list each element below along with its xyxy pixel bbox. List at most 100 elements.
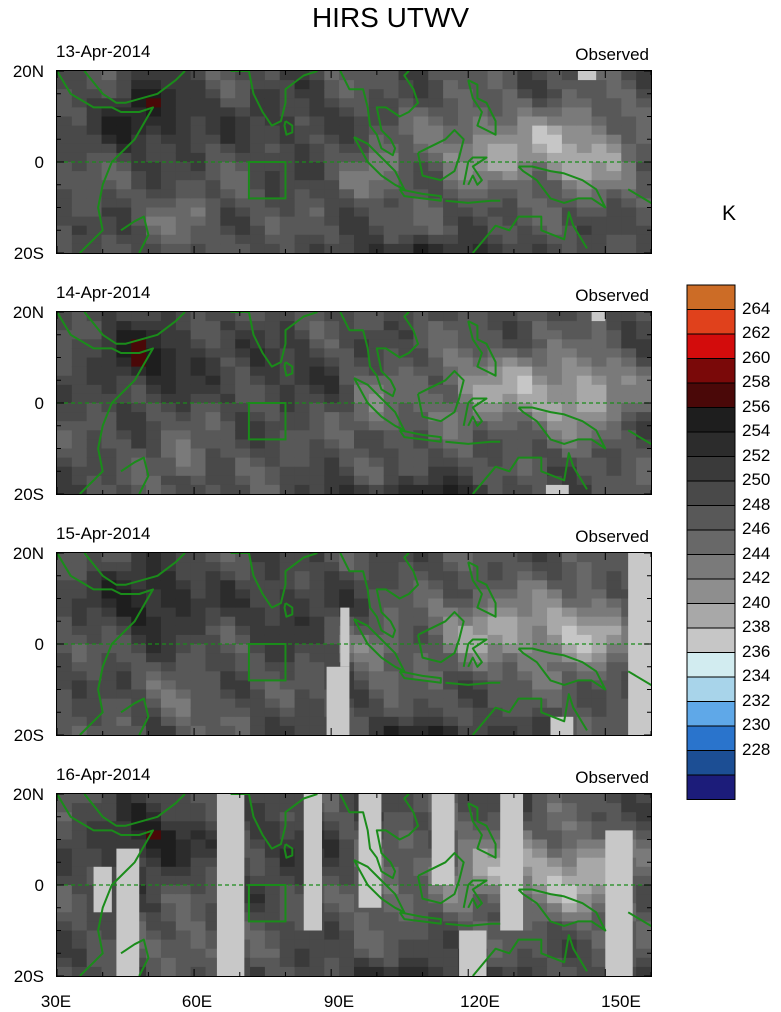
panel-date: 13-Apr-2014 — [56, 42, 151, 61]
colorbar-swatch — [686, 701, 736, 727]
coastline — [462, 397, 488, 427]
coastline — [398, 429, 442, 443]
colorbar-swatch — [686, 725, 736, 751]
coastline — [445, 922, 501, 927]
panel-status: Observed — [575, 45, 649, 64]
lat-label: 20N — [12, 303, 44, 322]
coastline — [517, 406, 607, 450]
colorbar-label: 244 — [742, 543, 771, 563]
colorbar-label: 238 — [742, 617, 771, 636]
coastline — [627, 911, 651, 928]
missing-data-region — [431, 794, 455, 885]
coastline — [339, 794, 419, 880]
map-panel — [56, 311, 652, 495]
coastline — [417, 852, 465, 905]
colorbar-swatch — [686, 603, 736, 629]
missing-data-region — [577, 71, 597, 81]
missing-data-region — [500, 794, 524, 931]
colorbar-swatch — [686, 407, 736, 433]
coastline — [83, 553, 186, 586]
colorbar-swatch — [686, 456, 736, 482]
missing-data-region — [459, 930, 487, 976]
panel-date: 15-Apr-2014 — [56, 524, 151, 543]
coastline — [283, 843, 294, 859]
missing-data-region — [545, 484, 569, 494]
coastline — [445, 440, 501, 445]
missing-data-region — [340, 607, 350, 667]
region-box — [247, 402, 287, 441]
missing-data-region — [591, 312, 606, 322]
coastline — [417, 611, 465, 664]
coastline — [417, 129, 465, 182]
colorbar-swatch — [686, 358, 736, 384]
missing-data-region — [93, 866, 112, 913]
coastline — [472, 452, 588, 494]
colorbar-swatch — [686, 578, 736, 604]
lon-label: 30E — [40, 992, 72, 1011]
coastline — [517, 888, 607, 932]
missing-data-region — [303, 794, 323, 931]
coastline — [467, 320, 497, 377]
missing-data-region — [550, 716, 574, 735]
coastline — [398, 188, 442, 202]
map-panel — [56, 793, 652, 977]
coastline — [472, 934, 588, 976]
colorbar-swatch — [686, 529, 736, 555]
colorbar-label: 236 — [742, 641, 771, 661]
panel-status: Observed — [575, 527, 649, 546]
panel-status: Observed — [575, 768, 649, 787]
colorbar-label: 256 — [742, 396, 771, 416]
colorbar-swatch — [686, 431, 736, 457]
colorbar-label: 232 — [742, 690, 771, 710]
coastline — [230, 794, 318, 850]
missing-data-region — [326, 666, 350, 735]
colorbar-swatch — [686, 309, 736, 335]
colorbar-swatch — [686, 333, 736, 359]
lon-label: 90E — [323, 992, 355, 1011]
panel-date: 14-Apr-2014 — [56, 283, 151, 302]
lon-label: 120E — [460, 992, 500, 1011]
colorbar-label: 246 — [742, 519, 771, 538]
map-panel — [56, 70, 652, 254]
coastline — [230, 312, 318, 368]
coastline — [467, 79, 497, 136]
lat-label: 20N — [12, 544, 44, 563]
region-box — [247, 884, 287, 923]
coastline — [83, 71, 186, 104]
coastline — [417, 370, 465, 423]
colorbar-label: 252 — [742, 445, 771, 465]
coastline — [398, 911, 442, 925]
colorbar-label: 260 — [742, 347, 771, 367]
lon-label: 60E — [181, 992, 213, 1011]
coastline — [283, 120, 294, 136]
colorbar-label: 254 — [742, 421, 771, 440]
coastline — [445, 681, 501, 686]
lat-label: 20S — [13, 244, 44, 263]
lat-label: 0 — [34, 876, 44, 895]
colorbar-swatch — [686, 284, 736, 310]
coastline — [57, 553, 154, 735]
coastline — [627, 670, 651, 687]
coastline — [83, 312, 186, 345]
figure-title: HIRS UTWV — [311, 2, 470, 33]
coastline — [517, 165, 607, 209]
coastline — [339, 553, 419, 639]
coastline — [120, 215, 150, 253]
region-box — [247, 161, 287, 200]
coastline — [462, 879, 488, 909]
missing-data-region — [358, 794, 382, 908]
lat-label: 0 — [34, 394, 44, 413]
colorbar-label: 234 — [742, 666, 771, 685]
coastline — [467, 561, 497, 618]
coastline — [517, 647, 607, 691]
missing-data-region — [605, 830, 633, 976]
colorbar-label: 262 — [742, 323, 771, 342]
lat-label: 20S — [13, 485, 44, 504]
colorbar-swatch — [686, 652, 736, 678]
colorbar-label: 248 — [742, 494, 771, 514]
colorbar-swatch — [686, 676, 736, 702]
coastline — [467, 802, 497, 859]
coastline — [627, 188, 651, 205]
coastline — [472, 211, 588, 253]
